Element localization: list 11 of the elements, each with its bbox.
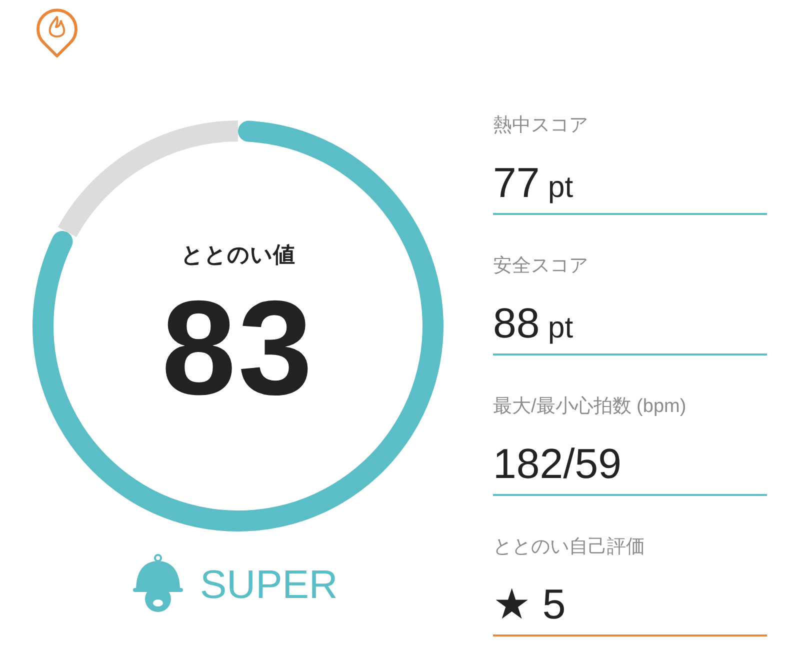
category-label: 熱中スコア [493, 115, 588, 136]
text: 88 pt [493, 300, 574, 346]
data-label: 83 [161, 274, 315, 423]
text: 182/59 [493, 440, 622, 487]
text: 77 pt [493, 159, 574, 206]
text: ★ 5 [493, 580, 566, 628]
category-label: ととのい自己評価 [493, 536, 645, 558]
text: ととのい値 [181, 242, 295, 267]
category-label: 最大/最小心拍数 (bpm) [493, 395, 686, 417]
text: SUPER [200, 563, 338, 607]
category-label: 安全スコア [493, 254, 588, 276]
